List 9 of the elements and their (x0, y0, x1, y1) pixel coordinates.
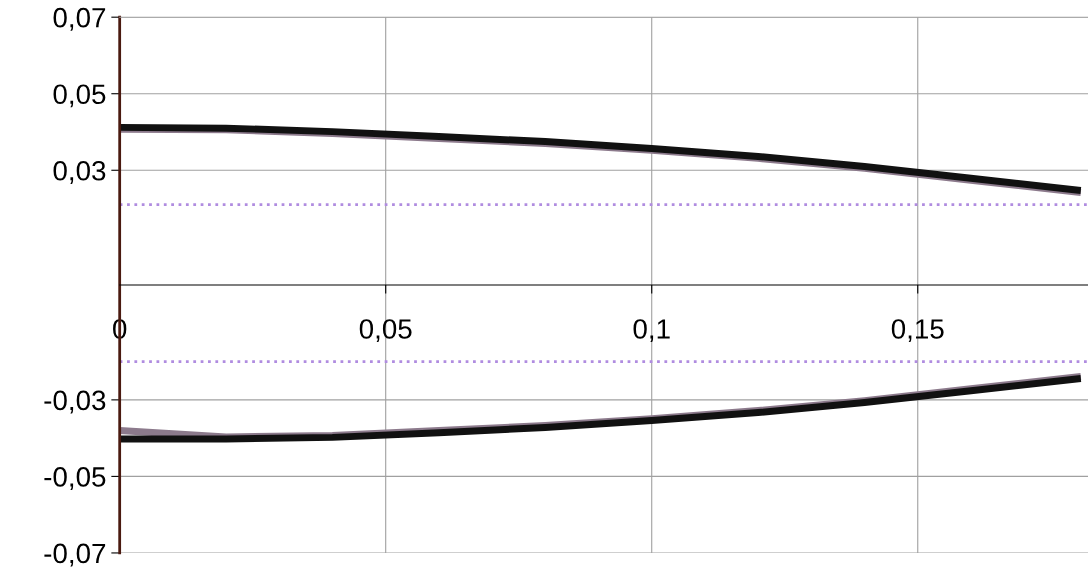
x-tick-label: 0,15 (891, 319, 944, 343)
y-tick-label: -0,05 (44, 467, 106, 491)
y-tick-label: 0,05 (53, 84, 106, 108)
y-tick-label: 0,03 (53, 160, 106, 184)
x-tick-label: 0,1 (633, 319, 670, 343)
y-tick-label: 0,07 (53, 7, 106, 31)
y-tick-label: -0,07 (44, 543, 106, 567)
x-tick-label: 0,05 (359, 319, 412, 343)
y-tick-label: -0,03 (44, 390, 106, 414)
